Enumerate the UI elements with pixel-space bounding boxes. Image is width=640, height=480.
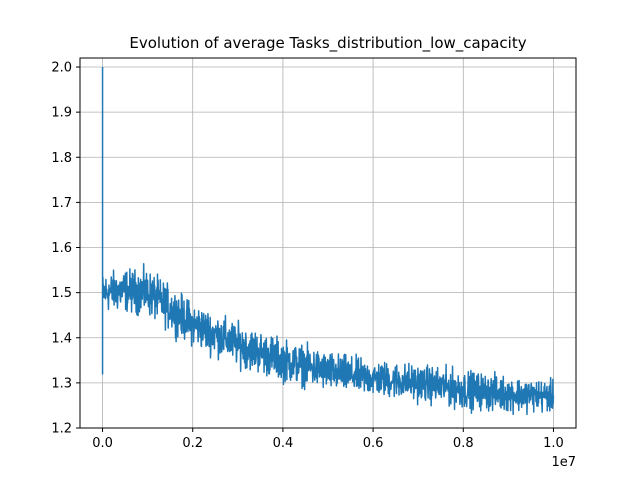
y-tick-label: 1.2	[51, 422, 72, 437]
y-tick-label: 1.9	[51, 106, 72, 121]
x-tick-label: 0.4	[273, 436, 294, 451]
y-tick-label: 1.5	[51, 286, 72, 301]
y-tick-label: 1.4	[51, 331, 72, 346]
axes-frame	[79, 57, 577, 429]
tick-marks: 0.0 0.2 0.4 0.6 0.8 1.0 1.2 1.3 1.4 1.5 1.6 1.7 1.8 1…	[51, 61, 563, 451]
series-line	[101, 67, 555, 416]
x-tick-label: 0.6	[363, 436, 384, 451]
x-axis-offset-label: 1e7	[551, 455, 576, 470]
series-layer	[101, 67, 555, 416]
y-tick-label: 2.0	[51, 61, 72, 76]
y-tick-label: 1.8	[51, 151, 72, 166]
y-tick-label: 1.6	[51, 241, 72, 256]
chart-title: Evolution of average Tasks_distribution_…	[129, 34, 526, 53]
x-tick-label: 1.0	[543, 436, 564, 451]
y-tick-label: 1.3	[51, 376, 72, 391]
x-tick-label: 0.8	[453, 436, 474, 451]
y-tick-label: 1.7	[51, 196, 72, 211]
x-tick-label: 0.0	[92, 436, 113, 451]
grid-lines	[80, 58, 576, 429]
x-tick-label: 0.2	[182, 436, 203, 451]
